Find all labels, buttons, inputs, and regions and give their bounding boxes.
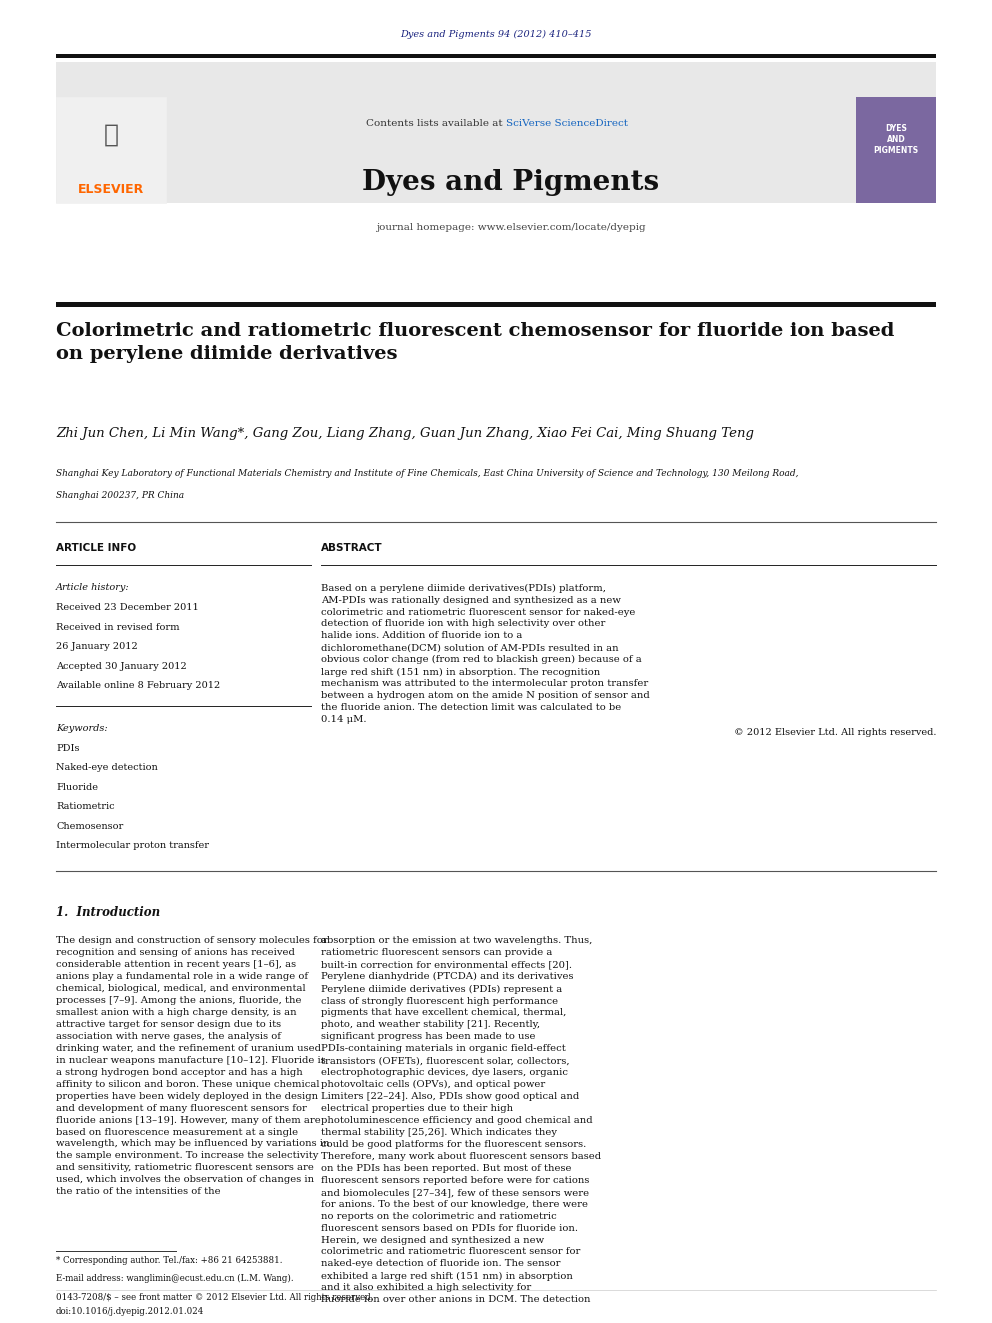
Text: Shanghai 200237, PR China: Shanghai 200237, PR China	[56, 492, 185, 500]
Text: Keywords:: Keywords:	[56, 724, 107, 733]
Text: Received 23 December 2011: Received 23 December 2011	[56, 603, 198, 613]
Text: Colorimetric and ratiometric fluorescent chemosensor for fluoride ion based
on p: Colorimetric and ratiometric fluorescent…	[56, 323, 895, 364]
Text: Contents lists available at: Contents lists available at	[366, 119, 506, 128]
Text: The design and construction of sensory molecules for
recognition and sensing of : The design and construction of sensory m…	[56, 937, 329, 1196]
Text: ELSEVIER: ELSEVIER	[78, 183, 144, 196]
Text: 26 January 2012: 26 January 2012	[56, 643, 138, 651]
Bar	[56, 62, 936, 202]
Text: ABSTRACT: ABSTRACT	[320, 544, 382, 553]
Text: 1.  Introduction: 1. Introduction	[56, 906, 160, 919]
Text: 0143-7208/$ – see front matter © 2012 Elsevier Ltd. All rights reserved.: 0143-7208/$ – see front matter © 2012 El…	[56, 1293, 374, 1302]
Bar	[56, 303, 936, 307]
Text: Zhi Jun Chen, Li Min Wang*, Gang Zou, Liang Zhang, Guan Jun Zhang, Xiao Fei Cai,: Zhi Jun Chen, Li Min Wang*, Gang Zou, Li…	[56, 427, 754, 441]
Bar	[56, 53, 936, 58]
Text: 🌳: 🌳	[103, 122, 118, 147]
Text: Based on a perylene diimide derivatives(PDIs) platform,
AM-PDIs was rationally d: Based on a perylene diimide derivatives(…	[320, 583, 650, 724]
Text: DYES
AND
PIGMENTS: DYES AND PIGMENTS	[873, 124, 919, 155]
Text: ARTICLE INFO: ARTICLE INFO	[56, 544, 136, 553]
Text: Intermolecular proton transfer: Intermolecular proton transfer	[56, 841, 209, 851]
Bar	[856, 98, 936, 202]
Text: Dyes and Pigments: Dyes and Pigments	[362, 169, 660, 197]
Text: SciVerse ScienceDirect: SciVerse ScienceDirect	[506, 119, 628, 128]
Text: absorption or the emission at two wavelengths. Thus,
ratiometric fluorescent sen: absorption or the emission at two wavele…	[320, 937, 601, 1304]
Text: Dyes and Pigments 94 (2012) 410–415: Dyes and Pigments 94 (2012) 410–415	[400, 30, 592, 40]
Text: Shanghai Key Laboratory of Functional Materials Chemistry and Institute of Fine : Shanghai Key Laboratory of Functional Ma…	[56, 470, 799, 479]
Text: Available online 8 February 2012: Available online 8 February 2012	[56, 681, 220, 691]
Text: Received in revised form: Received in revised form	[56, 623, 180, 632]
Text: Article history:: Article history:	[56, 583, 130, 593]
Text: © 2012 Elsevier Ltd. All rights reserved.: © 2012 Elsevier Ltd. All rights reserved…	[733, 729, 936, 737]
Text: Fluoride: Fluoride	[56, 783, 98, 792]
Text: Ratiometric: Ratiometric	[56, 803, 115, 811]
Text: E-mail address: wanglimin@ecust.edu.cn (L.M. Wang).: E-mail address: wanglimin@ecust.edu.cn (…	[56, 1274, 294, 1283]
Bar	[56, 98, 166, 202]
Text: * Corresponding author. Tel./fax: +86 21 64253881.: * Corresponding author. Tel./fax: +86 21…	[56, 1256, 283, 1265]
Text: Accepted 30 January 2012: Accepted 30 January 2012	[56, 662, 186, 671]
Text: Chemosensor: Chemosensor	[56, 822, 123, 831]
Text: doi:10.1016/j.dyepig.2012.01.024: doi:10.1016/j.dyepig.2012.01.024	[56, 1307, 204, 1316]
Text: PDIs: PDIs	[56, 744, 79, 753]
Text: Naked-eye detection: Naked-eye detection	[56, 763, 158, 773]
Text: journal homepage: www.elsevier.com/locate/dyepig: journal homepage: www.elsevier.com/locat…	[376, 222, 646, 232]
